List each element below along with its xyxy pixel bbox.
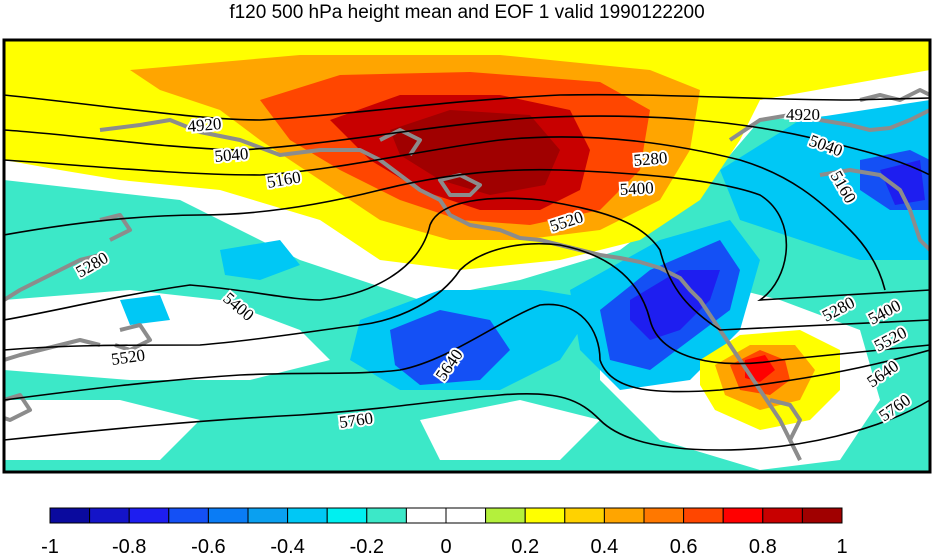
colorbar-tick-label: -1	[41, 536, 59, 558]
colorbar-swatch	[643, 507, 685, 524]
contour-label-5040-west: 5040	[214, 144, 250, 166]
colorbar-swatch	[405, 507, 447, 524]
contour-label-5400-center: 5400	[619, 178, 654, 199]
map-frame	[2, 38, 932, 474]
colorbar-tick-label: 1	[836, 536, 848, 558]
colorbar-swatch	[89, 507, 130, 524]
colorbar-tick-label: 0	[440, 536, 452, 558]
colorbar-swatch	[366, 507, 407, 524]
height-contours	[4, 93, 930, 451]
contour-label-4920-east: 4920	[786, 105, 820, 124]
colorbar-swatch	[128, 507, 170, 524]
contour-label-4920-west: 4920	[187, 114, 223, 136]
colorbar-swatch	[287, 507, 328, 524]
contour-label-5760-west: 5760	[338, 408, 374, 432]
colorbar-tick-label: -0.6	[191, 536, 226, 558]
contour-label-5280-center: 5280	[633, 148, 669, 170]
colorbar-swatch	[722, 507, 764, 524]
colorbar-swatch	[168, 507, 209, 524]
colorbar-swatch	[326, 507, 368, 524]
colorbar-tick-label: -0.2	[349, 536, 385, 558]
colorbar-swatch	[762, 507, 803, 524]
colorbar-tick-label: 0.2	[511, 536, 540, 558]
colorbar-swatch	[247, 507, 289, 524]
colorbar-tick-label: -0.4	[270, 536, 305, 558]
colorbar-swatch	[445, 507, 487, 524]
colorbar-swatch	[801, 507, 843, 524]
colorbar-swatch	[485, 507, 526, 524]
colorbar-tick-label: 0.4	[590, 536, 619, 558]
colorbar-swatch	[49, 507, 91, 524]
colorbar-swatch	[683, 507, 724, 524]
colorbar-tick-label: 0.6	[669, 536, 698, 558]
colorbar-swatch	[603, 507, 645, 524]
colorbar-swatch	[524, 507, 566, 524]
colorbar-tick-label: -0.8	[111, 536, 147, 558]
colorbar-tick-label: 0.8	[748, 536, 777, 558]
colorbar-swatch	[564, 507, 605, 524]
colorbar	[49, 507, 843, 524]
colorbar-swatch	[207, 507, 249, 524]
page-title: f120 500 hPa height mean and EOF 1 valid…	[229, 2, 705, 23]
